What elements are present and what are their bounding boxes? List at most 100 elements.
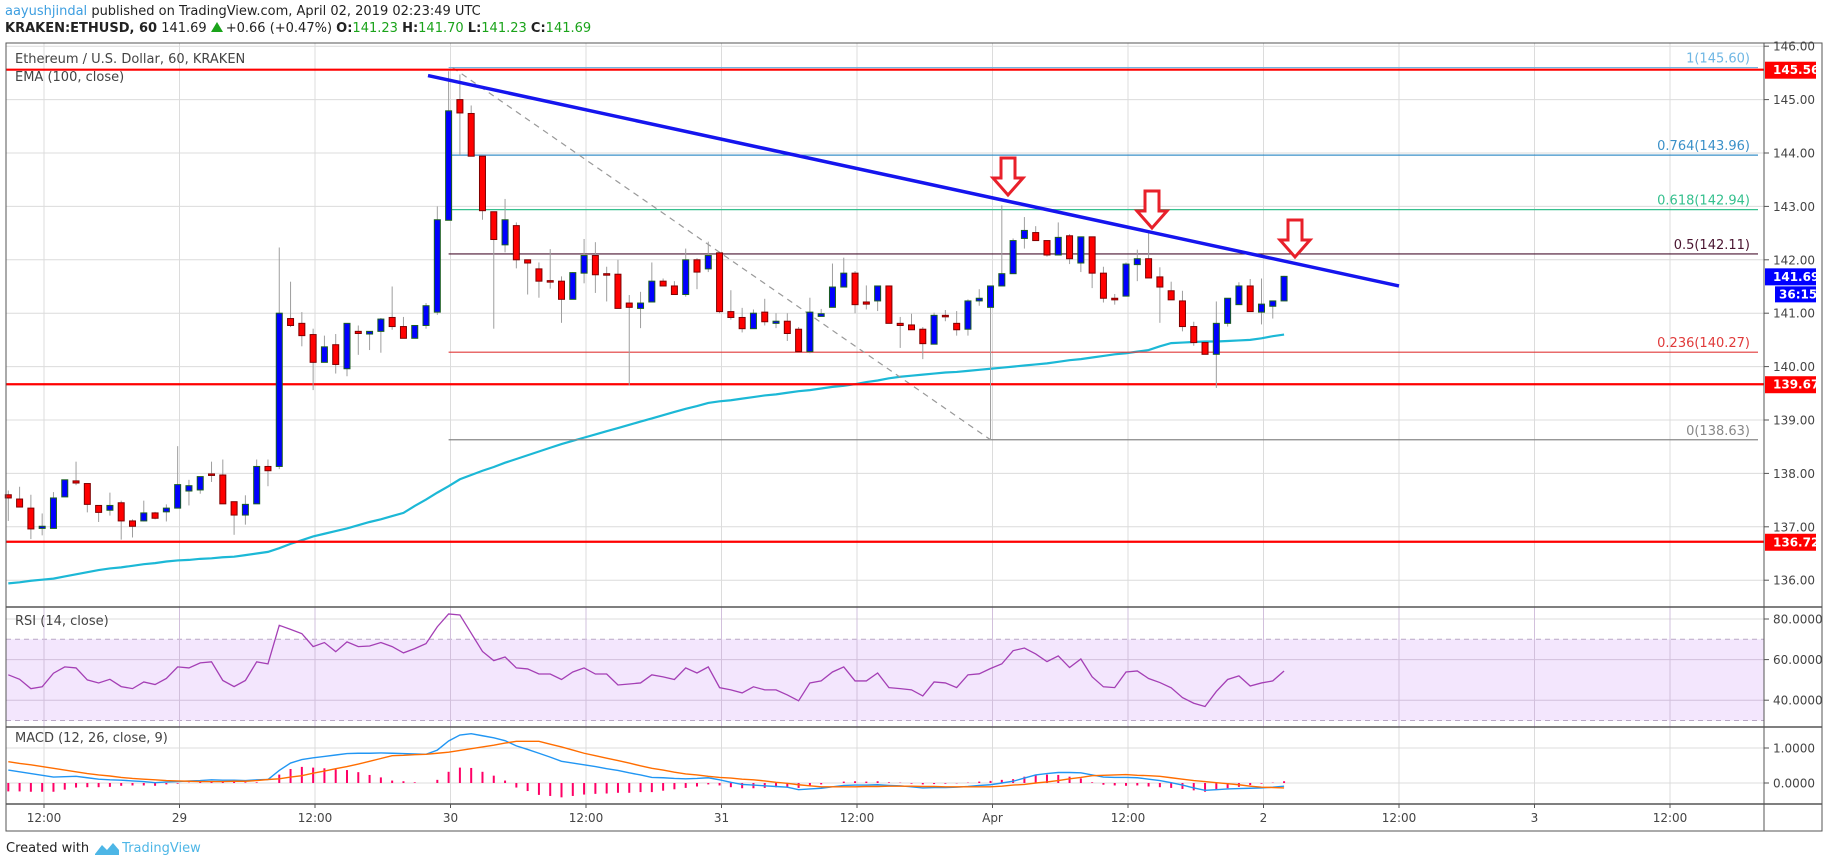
candle[interactable] [704,241,712,273]
candle[interactable] [354,325,362,355]
candle[interactable] [1122,262,1130,297]
rsi-line[interactable] [8,613,1285,708]
candle[interactable] [128,519,136,538]
candle[interactable] [388,286,396,330]
candle[interactable] [1054,222,1062,256]
candle[interactable] [219,459,227,505]
macd-legend[interactable]: MACD (12, 26, close, 9) [15,731,168,746]
candle[interactable] [761,298,769,326]
candle[interactable] [275,247,283,470]
candle[interactable] [490,211,498,329]
candle[interactable] [72,461,80,486]
down-arrow-icon[interactable] [989,156,1027,198]
candle[interactable] [953,311,961,336]
candle[interactable] [693,258,701,290]
candle[interactable] [117,500,125,540]
candle[interactable] [625,295,633,386]
candle[interactable] [230,501,238,535]
candle[interactable] [783,313,791,341]
candle[interactable] [806,297,814,354]
candle[interactable] [964,299,972,336]
candle[interactable] [1235,282,1243,306]
candle[interactable] [580,238,588,284]
candle[interactable] [309,328,317,391]
candle[interactable] [885,285,893,324]
candle[interactable] [501,198,509,253]
candle[interactable] [185,479,193,506]
price-axis[interactable]: 146.00 145.00 144.00 143.00 142.00 141.00 140.… [1764,40,1823,791]
candle[interactable] [320,335,328,363]
candle[interactable] [919,327,927,360]
candle[interactable] [95,504,103,522]
tradingview-brand[interactable]: TradingView [122,840,201,856]
candle[interactable] [1077,236,1085,273]
macd-line[interactable] [8,732,1285,792]
candle[interactable] [253,459,261,505]
candle[interactable] [975,289,983,306]
candle[interactable] [987,285,995,440]
candle[interactable] [1156,267,1164,323]
candle[interactable] [1178,290,1186,332]
candle[interactable] [196,476,204,494]
candle[interactable] [61,479,69,498]
candle[interactable] [569,272,577,300]
candle[interactable] [727,290,735,320]
candle[interactable] [1212,301,1220,388]
candle[interactable] [874,285,882,312]
candle[interactable] [399,316,407,339]
candle[interactable] [772,313,780,329]
candle[interactable] [16,486,24,508]
ema-line[interactable] [8,333,1285,585]
candle[interactable] [603,266,611,302]
candle[interactable] [1088,236,1096,289]
candle[interactable] [4,490,12,521]
candle[interactable] [941,309,949,322]
candle[interactable] [377,318,385,353]
candle[interactable] [1043,240,1051,257]
rsi-legend[interactable]: RSI (14, close) [15,614,109,629]
candle[interactable] [162,504,170,522]
candle[interactable] [896,316,904,348]
ema-legend[interactable]: EMA (100, close) [15,70,125,85]
candle[interactable] [1066,234,1074,265]
candle[interactable] [546,249,554,289]
candle[interactable] [512,222,520,269]
candle[interactable] [998,205,1006,287]
candle[interactable] [151,511,159,520]
time-axis[interactable]: 12:00 29 12:00 30 12:00 31 12:00 Apr 12:00 2 12:00… [27,804,1688,825]
candle[interactable] [411,324,419,339]
candle[interactable] [1246,279,1254,313]
candle[interactable] [614,259,622,309]
candle[interactable] [862,285,870,310]
candle[interactable] [478,155,486,220]
candle[interactable] [659,278,667,287]
candle[interactable] [264,459,272,487]
candle[interactable] [1032,226,1040,242]
candle[interactable] [174,446,182,509]
candle[interactable] [27,494,35,540]
candle[interactable] [366,330,374,351]
candle[interactable] [637,291,645,329]
candle[interactable] [1009,238,1017,275]
candle[interactable] [840,257,848,288]
candle[interactable] [1190,321,1198,346]
candle[interactable] [1269,300,1277,319]
candle[interactable] [38,513,46,536]
candle[interactable] [433,206,441,315]
candle[interactable] [343,322,351,377]
down-arrow-icon[interactable] [1276,218,1314,260]
candle[interactable] [535,262,543,298]
candle[interactable] [1224,297,1232,327]
candle[interactable] [670,281,678,296]
candle[interactable] [738,307,746,333]
candle[interactable] [795,327,803,353]
candle[interactable] [1020,217,1028,249]
candle[interactable] [1133,249,1141,282]
candle[interactable] [241,495,249,525]
candle[interactable] [1167,281,1175,301]
candle[interactable] [749,309,757,330]
candle[interactable] [591,242,599,293]
candle[interactable] [49,492,57,529]
candle[interactable] [83,483,91,513]
